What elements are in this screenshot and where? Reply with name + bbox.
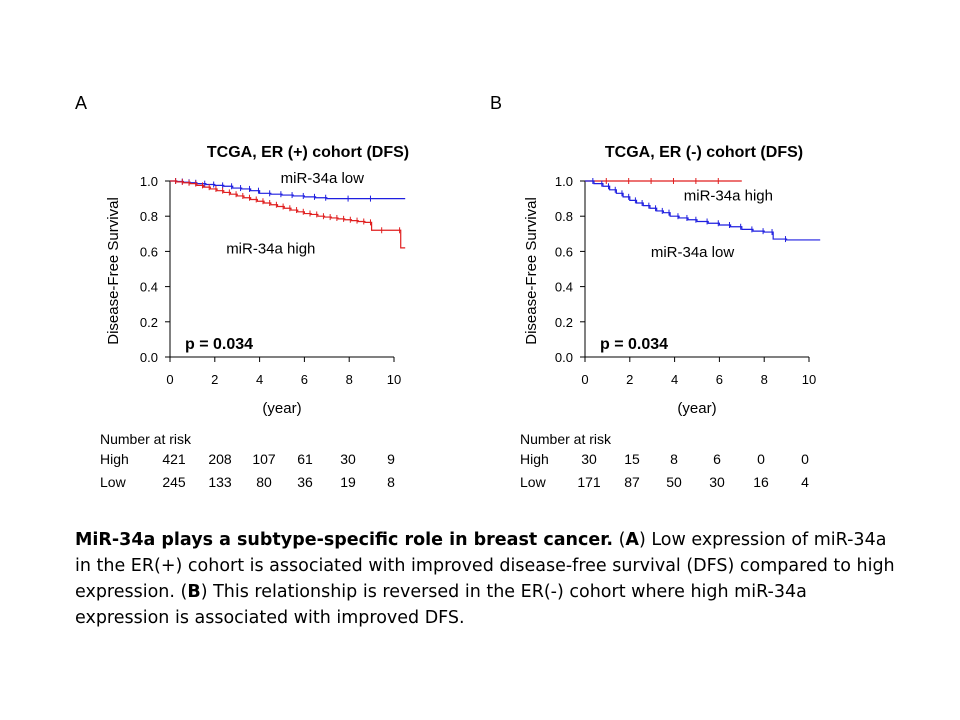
panel-b-y-tick-label: 0.0 (555, 350, 573, 365)
panel-a-risk-value: 36 (297, 474, 313, 490)
panel-a-y-tick-label: 0.8 (140, 209, 158, 224)
panel-a-series-0-curve (170, 180, 406, 200)
panel-b-x-tick-label: 8 (761, 372, 768, 387)
panel-a-risk-value: 19 (340, 474, 356, 490)
panel-b-y-tick-label: 0.4 (555, 280, 573, 295)
panel-b-y-tick-label: 0.6 (555, 244, 573, 259)
panel-a-y-tick-label: 0.6 (140, 244, 158, 259)
panel-b-risk-value: 4 (801, 474, 809, 490)
caption-a-text: ) Low expression of miR-34a in the ER(+)… (75, 530, 895, 602)
panel-a-y-tick-label: 1.0 (140, 174, 158, 189)
panel-a-x-tick-label: 10 (387, 372, 401, 387)
panel-b-risk-value: 8 (670, 451, 678, 467)
panel-b-series-1-curve (585, 180, 821, 241)
caption-a-open: ( (613, 530, 626, 550)
panel-a-risk-value: 421 (162, 451, 186, 467)
panel-a-series-label-0: miR-34a low (281, 170, 365, 187)
panel-b-risk-value: 0 (801, 451, 809, 467)
panel-a-risk-value: 9 (387, 451, 395, 467)
panel-b-risk-row-label: Low (520, 474, 547, 490)
panel-a-risk-value: 80 (256, 474, 272, 490)
panel-b-letter: B (490, 93, 502, 113)
caption-b-text: ) This relationship is reversed in the E… (75, 582, 807, 628)
panel-b-x-tick-label: 10 (802, 372, 816, 387)
panel-a-risk-value: 107 (252, 451, 276, 467)
panel-a-risk-row-label: High (100, 451, 129, 467)
panel-a-risk-value: 245 (162, 474, 186, 490)
panel-b-risk-value: 171 (577, 474, 601, 490)
panel-a-risk-value: 133 (208, 474, 232, 490)
panel-b-risk-value: 6 (713, 451, 721, 467)
panel-a-x-tick-label: 4 (256, 372, 263, 387)
panel-b-series-label-1: miR-34a low (651, 244, 735, 261)
panel-a-y-tick-label: 0.4 (140, 280, 158, 295)
panel-a-x-tick-label: 0 (166, 372, 173, 387)
panel-a-letter: A (75, 93, 87, 113)
panel-b-x-tick-label: 4 (671, 372, 678, 387)
panel-a-y-axis-label: Disease-Free Survival (105, 197, 122, 345)
panel-b-x-tick-label: 2 (626, 372, 633, 387)
panel-a-x-tick-label: 2 (211, 372, 218, 387)
panel-b-risk-row-label: High (520, 451, 549, 467)
panel-b-risk-value: 0 (757, 451, 765, 467)
panel-b-y-tick-label: 0.8 (555, 209, 573, 224)
panel-a-series-label-1: miR-34a high (226, 240, 315, 257)
panel-b-risk-value: 16 (753, 474, 769, 490)
panel-a-y-tick-label: 0.2 (140, 315, 158, 330)
panel-a-y-tick-label: 0.0 (140, 350, 158, 365)
panel-b-y-tick-label: 0.2 (555, 315, 573, 330)
panel-b-series-label-0: miR-34a high (684, 188, 773, 205)
panel-a-risk-row-label: Low (100, 474, 127, 490)
panel-a-risk-value: 8 (387, 474, 395, 490)
panel-a-x-tick-label: 8 (346, 372, 353, 387)
panel-b-risk-heading: Number at risk (520, 431, 612, 447)
panel-a-risk-heading: Number at risk (100, 431, 192, 447)
panel-b-x-tick-label: 6 (716, 372, 723, 387)
panel-b-risk-value: 87 (624, 474, 640, 490)
panel-b-y-axis-label: Disease-Free Survival (523, 197, 540, 345)
panel-b-y-tick-label: 1.0 (555, 174, 573, 189)
panel-b-x-tick-label: 0 (581, 372, 588, 387)
panel-b-risk-value: 15 (624, 451, 640, 467)
caption-lead: MiR-34a plays a subtype-specific role in… (75, 530, 614, 550)
panel-a-x-axis-label: (year) (262, 400, 301, 417)
panel-b-p-value: p = 0.034 (600, 336, 668, 353)
figure-caption: MiR-34a plays a subtype-specific role in… (75, 527, 895, 631)
caption-b-letter: B (187, 582, 201, 602)
panel-a-x-tick-label: 6 (301, 372, 308, 387)
caption-a-letter: A (625, 530, 639, 550)
panel-a-risk-value: 61 (297, 451, 313, 467)
panel-b-risk-value: 50 (666, 474, 682, 490)
panel-b-title: TCGA, ER (-) cohort (DFS) (605, 144, 803, 161)
panel-b-risk-value: 30 (709, 474, 725, 490)
panel-b-risk-value: 30 (581, 451, 597, 467)
panel-a-title: TCGA, ER (+) cohort (DFS) (207, 144, 409, 161)
panel-a-risk-value: 30 (340, 451, 356, 467)
panel-a-p-value: p = 0.034 (185, 336, 253, 353)
panel-a-risk-value: 208 (208, 451, 232, 467)
panel-b-x-axis-label: (year) (677, 400, 716, 417)
panel-a-series-1-curve (170, 180, 406, 249)
